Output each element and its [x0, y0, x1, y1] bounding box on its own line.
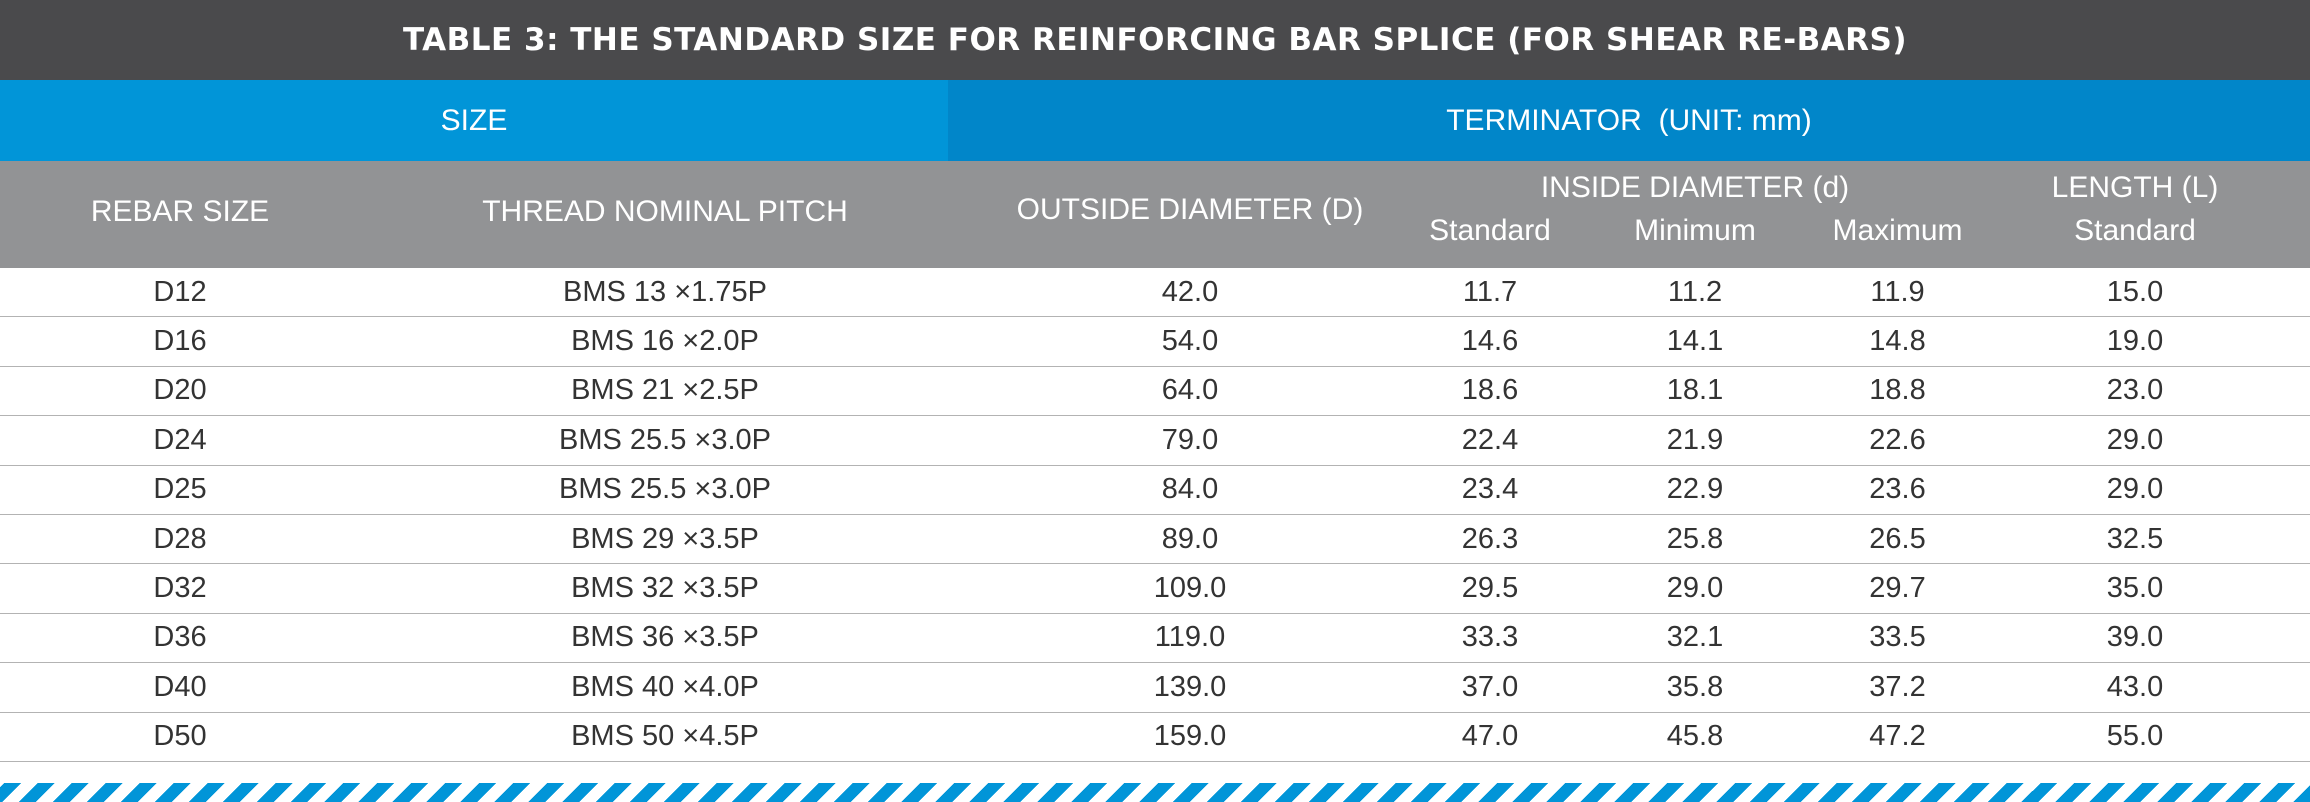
cell-thread-pitch: BMS 16 ×2.0P: [571, 325, 759, 358]
header-inside-standard: Standard: [1429, 214, 1551, 247]
cell-rebar-size: D50: [153, 720, 207, 753]
table-body: D12 BMS 13 ×1.75P 42.0 11.7 11.2 11.9 15…: [0, 268, 2310, 762]
cell-outside-diameter: 84.0: [1161, 473, 1219, 506]
cell-length-standard: 39.0: [2106, 621, 2164, 654]
cell-length-standard: 35.0: [2106, 572, 2164, 605]
cell-rebar-size: D20: [153, 374, 207, 407]
group-header-size: SIZE: [0, 80, 948, 161]
table-row: D25 BMS 25.5 ×3.0P 84.0 23.4 22.9 23.6 2…: [0, 466, 2310, 515]
header-inside-diameter: INSIDE DIAMETER (d): [1540, 171, 1850, 204]
table-row: D28 BMS 29 ×3.5P 89.0 26.3 25.8 26.5 32.…: [0, 515, 2310, 565]
cell-inside-minimum: 18.1: [1666, 374, 1724, 407]
cell-thread-pitch: BMS 25.5 ×3.0P: [559, 473, 771, 506]
cell-length-standard: 43.0: [2106, 670, 2164, 703]
cell-inside-standard: 11.7: [1462, 275, 1518, 308]
cell-outside-diameter: 42.0: [1161, 275, 1219, 308]
cell-length-standard: 23.0: [2106, 374, 2164, 407]
header-length-standard: Standard: [2074, 214, 2196, 247]
cell-inside-minimum: 35.8: [1666, 670, 1724, 703]
cell-inside-minimum: 22.9: [1666, 473, 1724, 506]
cell-inside-maximum: 37.2: [1869, 670, 1926, 703]
cell-thread-pitch: BMS 36 ×3.5P: [571, 621, 759, 654]
table-title: TABLE 3: THE STANDARD SIZE FOR REINFORCI…: [0, 0, 2310, 80]
cell-outside-diameter: 139.0: [1153, 670, 1227, 703]
table-row: D36 BMS 36 ×3.5P 119.0 33.3 32.1 33.5 39…: [0, 614, 2310, 664]
header-rebar-size: REBAR SIZE: [90, 195, 270, 228]
cell-inside-maximum: 47.2: [1869, 720, 1926, 753]
cell-thread-pitch: BMS 40 ×4.0P: [571, 670, 759, 703]
cell-inside-standard: 22.4: [1461, 423, 1519, 456]
cell-rebar-size: D24: [153, 423, 207, 456]
cell-outside-diameter: 159.0: [1153, 720, 1227, 753]
cell-outside-diameter: 79.0: [1161, 423, 1219, 456]
header-length: LENGTH (L): [2051, 171, 2219, 204]
cell-inside-maximum: 29.7: [1869, 572, 1926, 605]
cell-inside-minimum: 21.9: [1666, 423, 1724, 456]
table-row: D40 BMS 40 ×4.0P 139.0 37.0 35.8 37.2 43…: [0, 663, 2310, 713]
cell-length-standard: 29.0: [2106, 473, 2164, 506]
table-row: D32 BMS 32 ×3.5P 109.0 29.5 29.0 29.7 35…: [0, 564, 2310, 614]
table-row: D12 BMS 13 ×1.75P 42.0 11.7 11.2 11.9 15…: [0, 268, 2310, 318]
cell-inside-standard: 14.6: [1461, 325, 1519, 358]
cell-inside-maximum: 26.5: [1869, 522, 1926, 555]
cell-inside-standard: 37.0: [1461, 670, 1519, 703]
cell-outside-diameter: 119.0: [1154, 621, 1226, 654]
cell-thread-pitch: BMS 32 ×3.5P: [571, 572, 759, 605]
cell-outside-diameter: 64.0: [1161, 374, 1219, 407]
cell-inside-maximum: 18.8: [1869, 374, 1926, 407]
cell-length-standard: 32.5: [2106, 522, 2164, 555]
cell-inside-standard: 47.0: [1461, 720, 1519, 753]
cell-inside-standard: 18.6: [1461, 374, 1519, 407]
cell-outside-diameter: 54.0: [1161, 325, 1219, 358]
cell-inside-maximum: 23.6: [1869, 473, 1926, 506]
cell-thread-pitch: BMS 25.5 ×3.0P: [559, 423, 771, 456]
cell-inside-maximum: 22.6: [1869, 423, 1926, 456]
cell-thread-pitch: BMS 50 ×4.5P: [571, 720, 759, 753]
cell-inside-minimum: 45.8: [1666, 720, 1724, 753]
cell-rebar-size: D12: [153, 275, 207, 308]
cell-inside-maximum: 11.9: [1870, 275, 1925, 308]
cell-inside-minimum: 11.2: [1667, 275, 1723, 308]
cell-rebar-size: D28: [153, 522, 207, 555]
table-row: D16 BMS 16 ×2.0P 54.0 14.6 14.1 14.8 19.…: [0, 317, 2310, 367]
cell-length-standard: 15.0: [2106, 275, 2164, 308]
table-row: D20 BMS 21 ×2.5P 64.0 18.6 18.1 18.8 23.…: [0, 367, 2310, 417]
cell-inside-minimum: 25.8: [1666, 522, 1724, 555]
cell-rebar-size: D32: [153, 572, 207, 605]
header-inside-minimum: Minimum: [1634, 214, 1756, 247]
cell-length-standard: 55.0: [2106, 720, 2164, 753]
cell-inside-standard: 23.4: [1461, 473, 1519, 506]
cell-thread-pitch: BMS 21 ×2.5P: [571, 374, 759, 407]
table-row: D50 BMS 50 ×4.5P 159.0 47.0 45.8 47.2 55…: [0, 713, 2310, 762]
table-row: D24 BMS 25.5 ×3.0P 79.0 22.4 21.9 22.6 2…: [0, 416, 2310, 466]
group-header-row: SIZE TERMINATOR (UNIT: mm): [0, 80, 2310, 161]
cell-outside-diameter: 89.0: [1161, 522, 1219, 555]
cell-thread-pitch: BMS 29 ×3.5P: [571, 522, 759, 555]
cell-inside-minimum: 14.1: [1666, 325, 1724, 358]
cell-inside-standard: 29.5: [1461, 572, 1519, 605]
cell-rebar-size: D16: [153, 325, 207, 358]
cell-inside-standard: 26.3: [1461, 522, 1519, 555]
cell-inside-maximum: 33.5: [1869, 621, 1926, 654]
cell-outside-diameter: 109.0: [1153, 572, 1227, 605]
cell-inside-maximum: 14.8: [1869, 325, 1926, 358]
column-header-row: REBAR SIZE THREAD NOMINAL PITCH OUTSIDE …: [0, 161, 2310, 268]
cell-rebar-size: D25: [153, 473, 207, 506]
cell-length-standard: 29.0: [2106, 423, 2164, 456]
cell-inside-minimum: 29.0: [1666, 572, 1724, 605]
cell-rebar-size: D40: [153, 670, 207, 703]
cell-thread-pitch: BMS 13 ×1.75P: [563, 275, 767, 308]
cell-inside-standard: 33.3: [1461, 621, 1519, 654]
decorative-stripe-border: [0, 783, 2310, 802]
header-inside-maximum: Maximum: [1832, 214, 1963, 247]
cell-rebar-size: D36: [153, 621, 207, 654]
group-header-terminator: TERMINATOR (UNIT: mm): [948, 80, 2310, 161]
cell-length-standard: 19.0: [2106, 325, 2164, 358]
header-outside-diameter: OUTSIDE DIAMETER (D): [1016, 193, 1364, 226]
cell-inside-minimum: 32.1: [1666, 621, 1724, 654]
header-thread-pitch: THREAD NOMINAL PITCH: [482, 195, 848, 228]
